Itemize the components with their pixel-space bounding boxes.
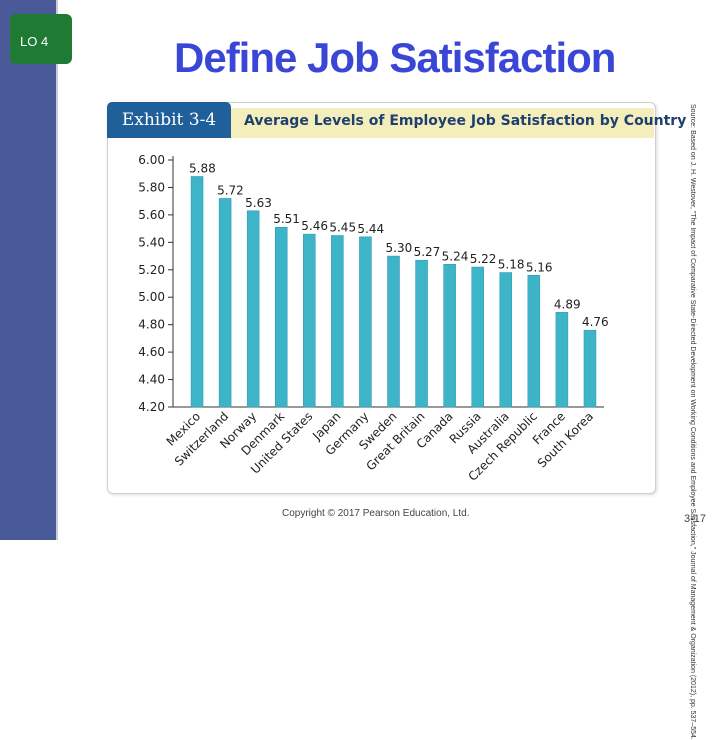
y-tick-label: 4.40: [138, 373, 165, 387]
bar-chart: 6.00 5.80 5.60 5.40 5.20 5.00 4.80 4.60 4.40 4.20…: [138, 153, 609, 484]
bar: [443, 264, 456, 408]
source-text: Source: Based on J. H. Westover, "The Im…: [689, 104, 696, 740]
bar: [527, 275, 541, 408]
copyright: Copyright © 2017 Pearson Education, Ltd.: [282, 508, 470, 519]
bar: [274, 226, 288, 408]
sidebar-edge: [56, 0, 58, 540]
sidebar-strip: [0, 0, 56, 540]
y-tick-label: 5.00: [138, 290, 165, 304]
bar-value-label: 5.72: [217, 183, 244, 197]
bar: [499, 272, 513, 408]
bar-value-label: 5.24: [442, 249, 469, 263]
bar: [303, 233, 316, 408]
y-tick-label: 4.20: [138, 400, 165, 414]
bar: [471, 266, 484, 408]
y-tick-label: 5.40: [138, 235, 165, 249]
bar: [387, 255, 400, 408]
y-tick-label: 5.80: [138, 180, 165, 194]
bar: [190, 176, 204, 408]
y-tick-label: 5.60: [138, 208, 165, 222]
bar: [359, 236, 372, 408]
bar: [246, 210, 260, 408]
bar-value-label: 5.16: [526, 260, 553, 274]
lo-badge: LO 4: [10, 14, 72, 64]
bar: [331, 235, 344, 408]
bar-value-label: 5.30: [386, 241, 413, 255]
bar-value-label: 5.18: [498, 258, 525, 272]
bar: [218, 198, 232, 408]
y-tick-label: 5.20: [138, 263, 165, 277]
y-tick-label: 4.60: [138, 345, 165, 359]
bar-value-label: 5.51: [273, 212, 300, 226]
bar: [583, 329, 597, 408]
bar-value-label: 5.22: [470, 252, 497, 266]
bar: [415, 259, 428, 408]
bar-value-label: 5.63: [245, 196, 272, 210]
bar-value-label: 5.46: [301, 219, 328, 233]
y-tick-label: 4.80: [138, 318, 165, 332]
bar-value-label: 4.76: [582, 315, 609, 329]
exhibit-caption: Average Levels of Employee Job Satisfact…: [244, 113, 687, 129]
exhibit-tab: Exhibit 3-4: [107, 102, 231, 138]
bar-value-label: 4.89: [554, 297, 581, 311]
bar-value-label: 5.44: [357, 222, 384, 236]
bar-value-label: 5.27: [414, 245, 441, 259]
bar-value-label: 5.45: [329, 220, 356, 234]
bar-value-label: 5.88: [189, 161, 216, 175]
source-note: Source: Based on J. H. Westover, "The Im…: [686, 104, 698, 740]
bar: [555, 312, 569, 408]
page-title: Define Job Satisfaction: [174, 34, 616, 81]
y-tick-label: 6.00: [138, 153, 165, 167]
slide-number: 3-17: [684, 513, 707, 525]
